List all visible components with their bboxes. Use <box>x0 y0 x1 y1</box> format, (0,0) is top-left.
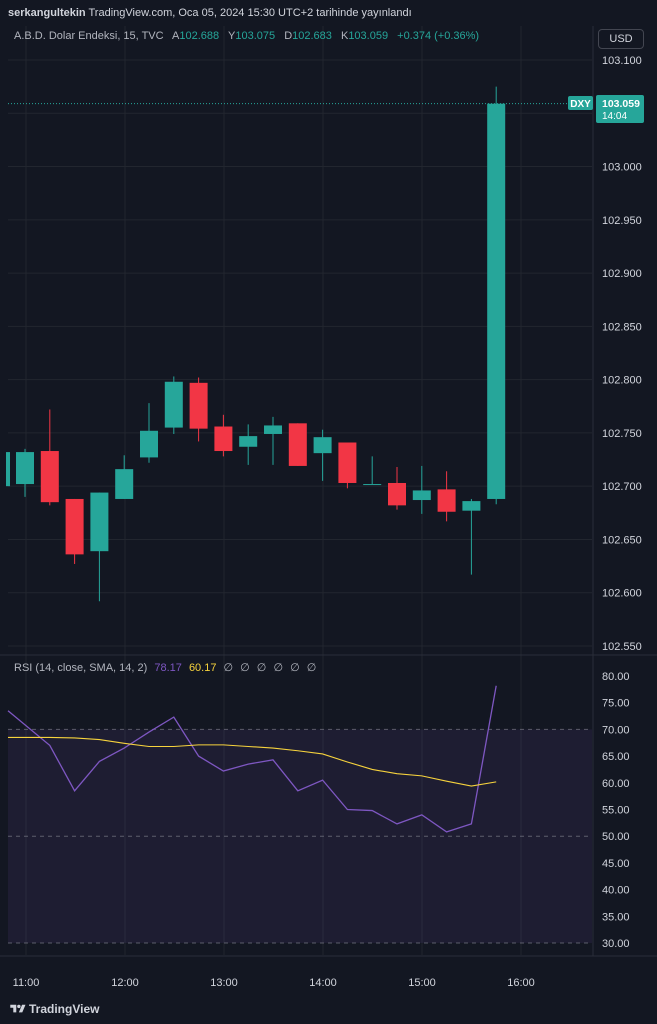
rsi-tick-label: 45.00 <box>602 858 630 870</box>
close-value: 103.059 <box>348 30 389 42</box>
rsi-tick-label: 75.00 <box>602 698 630 710</box>
tradingview-logo-icon <box>10 1004 26 1013</box>
last-price-tag: DXY 103.059 14:04 <box>568 95 644 123</box>
candle-body <box>313 437 332 454</box>
brand-name: TradingView <box>29 1002 100 1016</box>
ticker-tag-bg <box>568 96 593 110</box>
candle-body <box>338 442 357 483</box>
price-tick-label: 102.700 <box>602 481 642 493</box>
rsi-label: RSI (14, close, SMA, 14, 2) <box>14 662 148 674</box>
rsi-value: 78.17 <box>154 662 182 674</box>
rsi-tick-label: 55.00 <box>602 805 630 817</box>
price-tick-label: 103.000 <box>602 162 642 174</box>
author-name: serkangultekin <box>8 7 86 19</box>
price-tick-label: 103.100 <box>602 55 642 67</box>
candle-body <box>363 484 382 486</box>
symbol-name: A.B.D. Dolar Endeksi, 15, TVC <box>14 30 164 42</box>
candle-body <box>16 452 34 485</box>
candle-body <box>140 430 158 458</box>
price-tick-label: 102.900 <box>602 268 642 280</box>
time-axis[interactable]: 11:00 12:00 13:00 14:00 15:00 16:00 <box>13 977 535 989</box>
candle-body <box>115 469 134 499</box>
change-value: +0.374 (+0.36%) <box>397 30 480 42</box>
price-tag-bg <box>596 95 644 123</box>
rsi-band <box>8 728 592 944</box>
candle-body <box>264 425 282 434</box>
rsi-sma-value: 60.17 <box>188 662 217 674</box>
rsi-tick-label: 80.00 <box>602 671 630 683</box>
candle-body <box>189 382 208 429</box>
rsi-tick-label: 70.00 <box>602 724 630 736</box>
candle-body <box>214 426 233 452</box>
price-axis[interactable]: 102.550 102.600 102.650 102.700 102.750 102.8… <box>602 55 642 653</box>
brand-footer[interactable]: TradingView <box>10 1000 99 1018</box>
rsi-tick-label: 30.00 <box>602 938 630 950</box>
time-tick-label: 14:00 <box>309 977 337 989</box>
candles <box>6 86 592 602</box>
rsi-tick-label: 65.00 <box>602 751 630 763</box>
price-tick-label: 102.750 <box>602 428 642 440</box>
price-tick-label: 102.550 <box>602 641 642 653</box>
currency-button[interactable]: USD <box>598 29 644 49</box>
price-tag-countdown: 14:04 <box>602 111 627 122</box>
close-label: K <box>340 30 349 42</box>
rsi-lines <box>7 685 497 833</box>
ticker-tag-text: DXY <box>570 99 591 110</box>
price-tick-label: 102.600 <box>602 588 642 600</box>
candle-body <box>90 492 109 552</box>
time-tick-label: 12:00 <box>111 977 139 989</box>
price-tick-label: 102.650 <box>602 534 642 546</box>
time-tick-label: 13:00 <box>210 977 238 989</box>
time-tick-label: 15:00 <box>408 977 436 989</box>
candle-body <box>388 482 406 506</box>
price-tick-label: 102.800 <box>602 375 642 387</box>
rsi-line <box>7 685 497 833</box>
rsi-tick-label: 60.00 <box>602 778 630 790</box>
price-tick-label: 102.950 <box>602 215 642 227</box>
open-label: A <box>172 30 180 42</box>
pane-separator <box>0 26 657 957</box>
rsi-tick-label: 40.00 <box>602 885 630 897</box>
high-label: Y <box>228 30 236 42</box>
candle-body <box>487 103 506 499</box>
candle-body <box>40 451 59 503</box>
price-tick-label: 102.850 <box>602 321 642 333</box>
symbol-legend[interactable]: A.B.D. Dolar Endeksi, 15, TVC A102.688 Y… <box>14 30 479 42</box>
time-tick-label: 16:00 <box>507 977 535 989</box>
candle-body <box>239 436 258 447</box>
candle-body <box>65 498 84 555</box>
candle-body <box>288 423 307 466</box>
rsi-tick-label: 50.00 <box>602 831 630 843</box>
rsi-legend[interactable]: RSI (14, close, SMA, 14, 2) 78.17 60.17 … <box>14 661 318 674</box>
rsi-axis[interactable]: 30.00 35.00 40.00 45.00 50.00 55.00 60.00 65.00… <box>602 671 630 950</box>
candle-body <box>462 501 481 511</box>
low-value: 102.683 <box>292 30 332 42</box>
rsi-empty-values: ∅ ∅ ∅ ∅ ∅ ∅ <box>223 662 319 674</box>
candle-body <box>164 381 183 428</box>
candle-body <box>6 452 10 487</box>
price-tag-price: 103.059 <box>602 98 640 110</box>
time-tick-label: 11:00 <box>13 977 40 989</box>
low-label: D <box>284 30 293 42</box>
candle-body <box>412 490 431 501</box>
publish-header: serkangultekin TradingView.com, Oca 05, … <box>0 0 657 26</box>
candle-body <box>437 489 456 512</box>
publish-info: TradingView.com, Oca 05, 2024 15:30 UTC+… <box>88 7 412 19</box>
open-value: 102.688 <box>179 30 220 42</box>
rsi-tick-label: 35.00 <box>602 911 630 923</box>
rsi-sma-line <box>8 736 497 787</box>
high-value: 103.075 <box>235 30 276 42</box>
